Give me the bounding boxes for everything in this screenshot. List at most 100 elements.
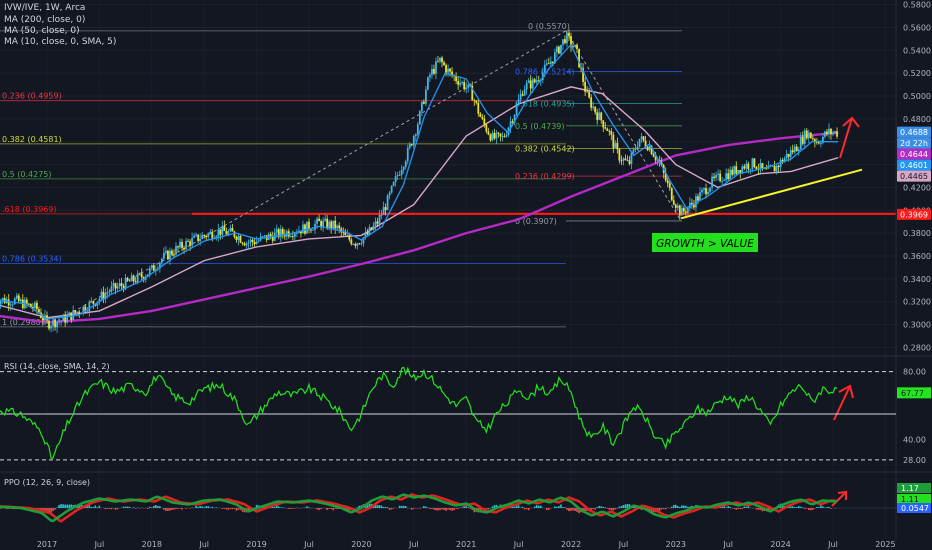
candle-body xyxy=(646,146,649,151)
candle-body xyxy=(562,39,564,45)
ppo-histogram-bar xyxy=(330,508,332,510)
ppo-histogram-bar xyxy=(239,508,242,510)
candle-body xyxy=(84,306,87,312)
fib-retracement-left[interactable]: 1 (0.2980) 0.786 (0.3534) .618 (0.3969) 0.5… xyxy=(0,22,570,328)
ppo-title[interactable]: PPO (12, 26, 9, close) xyxy=(4,478,91,487)
ma10-legend[interactable]: MA (10, close, 0, SMA, 5) xyxy=(4,37,117,47)
candle-body xyxy=(765,168,768,170)
candle-body xyxy=(771,166,774,167)
candle-body xyxy=(699,192,701,201)
candle-body xyxy=(388,192,391,196)
ppo-histogram-bar xyxy=(271,506,274,508)
candle-body xyxy=(420,101,423,112)
candle-body xyxy=(376,221,379,224)
ppo-histogram-bar xyxy=(58,504,60,508)
candle-body xyxy=(293,233,296,237)
candle-body xyxy=(630,152,633,164)
candle-body xyxy=(644,140,647,147)
ppo-histogram-bar xyxy=(789,506,792,508)
ppo-histogram-bar xyxy=(390,508,393,510)
candle-body xyxy=(183,247,185,250)
candle-body xyxy=(817,142,820,144)
candle-body xyxy=(322,220,325,228)
ppo-histogram-bar xyxy=(52,508,54,512)
dashed-trendline-2[interactable] xyxy=(565,30,682,222)
ppo-histogram-bar xyxy=(793,507,796,508)
rsi-axis[interactable]: 80.00 40.00 28.00 67.77 xyxy=(897,368,931,465)
candle-body xyxy=(654,156,657,161)
candle-body xyxy=(670,187,673,201)
candle-body xyxy=(368,227,371,235)
candle-body xyxy=(610,131,613,135)
rsi-pane[interactable] xyxy=(0,366,896,461)
ppo-pane[interactable] xyxy=(0,493,896,523)
candle-body xyxy=(235,236,238,240)
candle-body xyxy=(394,176,397,182)
ppo-histogram-bar xyxy=(294,508,296,509)
candle-body xyxy=(555,46,558,53)
fib-level-label: .618 (0.3969) xyxy=(2,205,57,214)
candle-body xyxy=(805,130,808,139)
candle-body xyxy=(384,207,387,210)
ppo-histogram-bar xyxy=(386,507,389,508)
ppo-histogram-bar xyxy=(88,505,91,508)
candle-body xyxy=(809,132,812,139)
candle-body xyxy=(404,161,407,168)
candle-body xyxy=(362,237,365,244)
candle-body xyxy=(199,238,202,241)
candle-body xyxy=(42,317,44,321)
ppo-histogram-bar xyxy=(402,505,405,508)
candle-body xyxy=(148,268,151,275)
candle-body xyxy=(437,61,439,63)
ppo-histogram-bar xyxy=(50,508,52,513)
ppo-histogram-bar xyxy=(404,506,407,508)
growth-value-annotation[interactable]: GROWTH > VALUE xyxy=(652,233,758,252)
candle-body xyxy=(501,136,504,138)
ppo-histogram-bar xyxy=(332,508,334,511)
ppo-histogram-bar xyxy=(801,507,804,508)
uptrend-line[interactable] xyxy=(680,168,863,220)
ppo-histogram-bar xyxy=(425,506,427,508)
rsi-title[interactable]: RSI (14, close, SMA, 14, 2) xyxy=(4,362,110,371)
ppo-histogram-bar xyxy=(398,505,401,508)
ma50-legend[interactable]: MA (50, close, 0) xyxy=(4,26,80,36)
candle-body xyxy=(370,227,373,230)
ppo-histogram-bar xyxy=(334,508,336,509)
ppo-histogram-bar xyxy=(822,506,824,508)
candle-body xyxy=(38,309,40,313)
candle-body xyxy=(110,286,113,292)
candle-body xyxy=(525,82,528,90)
ppo-histogram-bar xyxy=(679,506,681,508)
ppo-histogram-bar xyxy=(48,508,50,513)
ppo-histogram-bar xyxy=(292,508,294,509)
ppo-histogram-bar xyxy=(392,508,395,509)
symbol-title[interactable]: IVW/IVE, 1W, Arca xyxy=(4,3,86,13)
ppo-histogram-bar xyxy=(799,506,802,508)
candle-body xyxy=(112,283,115,287)
ppo-histogram-bar xyxy=(479,508,482,512)
time-tick-label: 2023 xyxy=(666,540,686,549)
time-axis[interactable]: 2017 Jul 2018 Jul 2019 Jul 2020 Jul 2021 Jul 2022 J… xyxy=(37,540,896,549)
candle-body xyxy=(118,283,121,287)
ppo-histogram-bar xyxy=(656,508,659,511)
ppo-histogram-bar xyxy=(146,508,149,509)
ppo-histogram-bar xyxy=(376,505,379,508)
ppo-histogram-bar xyxy=(320,508,322,510)
candle-body xyxy=(352,243,355,245)
ppo-hist-tag-bg xyxy=(897,503,931,513)
candle-body xyxy=(160,258,163,263)
candle-body xyxy=(678,205,681,216)
price-tick-label: 0.3000 xyxy=(903,321,931,330)
ppo-signal-tag: 1.11 xyxy=(901,495,919,504)
candle-body xyxy=(777,165,780,168)
ppo-histogram-bar xyxy=(596,507,598,508)
ma200-legend[interactable]: MA (200, close, 0) xyxy=(4,15,86,25)
ppo-histogram-bar xyxy=(116,508,119,510)
candle-body xyxy=(447,68,449,73)
candle-body xyxy=(257,240,260,242)
ppo-histogram-bar xyxy=(94,505,97,508)
ppo-histogram-bar xyxy=(128,506,131,508)
candle-body xyxy=(650,146,653,155)
candle-body xyxy=(656,160,659,161)
